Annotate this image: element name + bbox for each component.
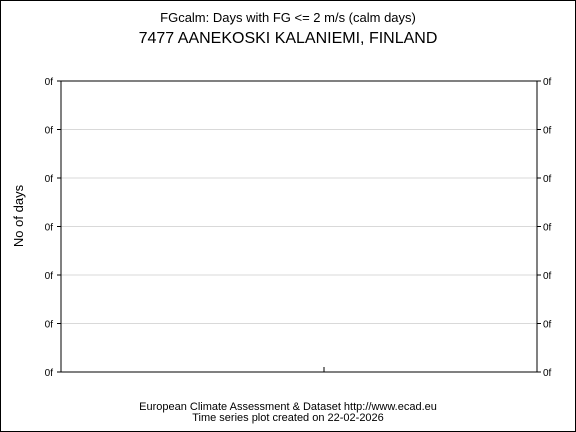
y-axis-right: 0f 0f 0f 0f 0f 0f 0f bbox=[537, 77, 552, 379]
y-tick-label-right: 0f bbox=[543, 368, 552, 379]
y-tick-label-left: 0f bbox=[45, 368, 54, 379]
y-tick-label-right: 0f bbox=[543, 77, 552, 88]
y-tick-label-left: 0f bbox=[45, 271, 54, 282]
y-tick-label-left: 0f bbox=[45, 320, 54, 331]
grid-lines bbox=[61, 129, 537, 324]
y-tick-label-right: 0f bbox=[543, 223, 552, 234]
y-axis-label: No of days bbox=[11, 184, 26, 247]
chart-title: 7477 AANEKOSKI KALANIEMI, FINLAND bbox=[139, 30, 438, 47]
y-tick-label-right: 0f bbox=[543, 320, 552, 331]
y-tick-label-left: 0f bbox=[45, 77, 54, 88]
footer-created: Time series plot created on 22-02-2026 bbox=[192, 412, 384, 424]
y-tick-label-right: 0f bbox=[543, 174, 552, 185]
y-tick-label-right: 0f bbox=[543, 271, 552, 282]
y-tick-label-right: 0f bbox=[543, 126, 552, 137]
y-tick-label-left: 0f bbox=[45, 223, 54, 234]
y-tick-label-left: 0f bbox=[45, 174, 54, 185]
chart-subtitle: FGcalm: Days with FG <= 2 m/s (calm days… bbox=[160, 10, 416, 25]
y-tick-label-left: 0f bbox=[45, 126, 54, 137]
y-axis-left: 0f 0f 0f 0f 0f 0f 0f bbox=[45, 77, 61, 379]
footer-credit: European Climate Assessment & Dataset ht… bbox=[139, 401, 437, 413]
